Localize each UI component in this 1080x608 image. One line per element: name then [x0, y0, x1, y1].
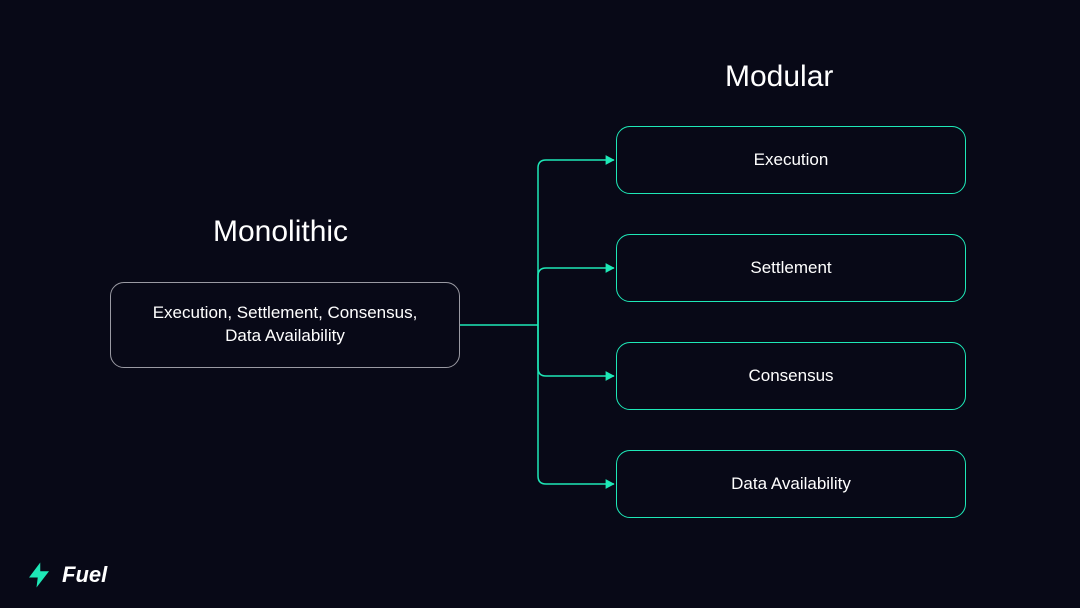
modular-box-label: Settlement [750, 257, 831, 280]
modular-box-label: Execution [754, 149, 829, 172]
fuel-logo-text: Fuel [62, 562, 107, 588]
modular-box-data-availability: Data Availability [616, 450, 966, 518]
modular-box-execution: Execution [616, 126, 966, 194]
modular-box-label: Consensus [748, 365, 833, 388]
modular-box-consensus: Consensus [616, 342, 966, 410]
diagram-stage: Monolithic Modular Execution, Settlement… [0, 0, 1080, 608]
monolithic-box-label: Execution, Settlement, Consensus, Data A… [153, 302, 418, 348]
modular-box-label: Data Availability [731, 473, 851, 496]
fuel-logo: Fuel [24, 560, 107, 590]
modular-box-settlement: Settlement [616, 234, 966, 302]
monolithic-heading: Monolithic [213, 215, 348, 249]
lightning-bolt-icon [24, 560, 54, 590]
monolithic-box: Execution, Settlement, Consensus, Data A… [110, 282, 460, 368]
modular-heading: Modular [725, 60, 833, 94]
